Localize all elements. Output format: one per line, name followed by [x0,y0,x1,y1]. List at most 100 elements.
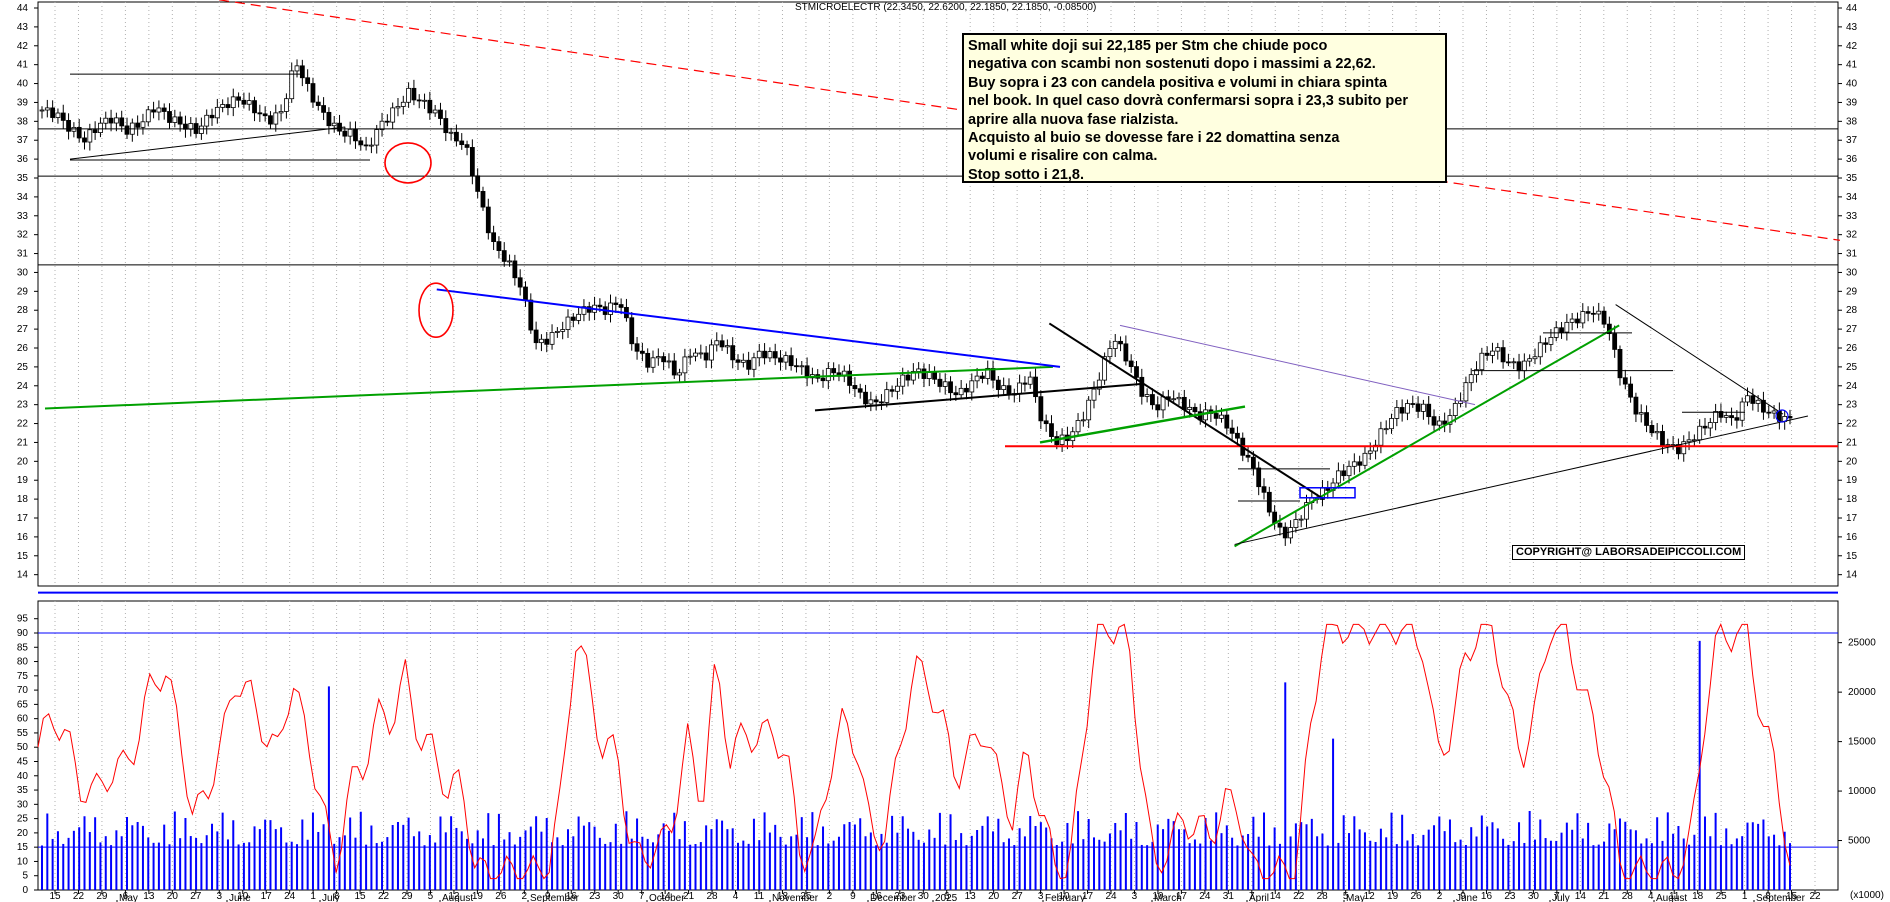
gap-circle-marker [384,142,432,184]
oscillator-tick-label: 20 [17,828,29,839]
candle-body [533,329,539,344]
candle-body [315,101,321,106]
oscillator-tick-label: 50 [17,742,29,753]
day-tick-label: 1 [1742,891,1748,902]
price-tick-label: 23 [17,400,29,411]
price-tick-label: 29 [1846,286,1858,297]
price-tick-label: 19 [17,475,29,486]
candle-body [549,332,555,345]
day-tick-label: 16 [1481,891,1493,902]
trendline-purple-resistance [1119,324,1476,406]
day-tick-label: 3 [1038,891,1044,902]
candle-body [1399,407,1405,414]
candle-body [1500,347,1506,363]
price-tick-label: 26 [1846,343,1858,354]
candle-body [1628,383,1634,398]
day-tick-label: 15 [1786,891,1798,902]
candle-body [926,372,932,379]
candle-body [783,355,789,363]
candle-body [278,111,284,114]
price-tick-label: 40 [17,79,29,90]
candle-body [1463,382,1469,402]
month-label: May [1346,893,1365,902]
day-tick-label: 24 [1199,891,1211,902]
candle-body [544,338,550,345]
candle-body [1771,410,1777,414]
price-tick-label: 38 [17,116,29,127]
month-label: October [649,893,685,902]
candle-body [1181,396,1187,410]
note-line: negativa con scambi non sostenuti dopo i… [968,56,1376,73]
candle-body [262,113,268,117]
candle-body [650,357,656,368]
candle-body [475,175,481,192]
day-tick-label: 18 [1692,891,1704,902]
day-tick-label: 10 [1152,891,1164,902]
candle-body [1474,369,1479,376]
candle-body [889,389,895,392]
candle-body [724,345,730,348]
candle-body [331,122,337,127]
price-tick-label: 39 [17,97,29,108]
candle-body [1367,450,1373,454]
month-label: September [1756,893,1806,902]
volume-tick-label: 20000 [1848,687,1876,698]
candle-body [1479,352,1485,371]
candle-body [1511,361,1517,364]
candle-body [1176,396,1182,400]
candle-body [825,368,831,382]
candle-body [230,96,236,109]
candle-body [645,352,651,368]
candle-body [735,359,741,363]
candle-body [1591,312,1596,315]
candle-body [1490,350,1495,356]
day-tick-label: 9 [1460,891,1466,902]
candle-body [491,232,497,243]
candle-body [119,117,125,127]
price-tick-label: 38 [1846,116,1858,127]
price-tick-label: 44 [1846,3,1858,14]
price-tick-label: 20 [1846,456,1858,467]
candle-body [1043,420,1049,425]
volume-unit-label: (x1000) [1850,890,1884,901]
candle-body [1102,356,1108,381]
candle-body [618,304,624,308]
candle-body [1357,461,1363,466]
candle-body [246,100,252,105]
price-tick-label: 21 [17,437,29,448]
candle-body [1564,321,1570,333]
candle-body [1261,486,1267,493]
price-tick-label: 31 [1846,249,1858,260]
price-tick-label: 27 [1846,324,1858,335]
day-tick-label: 15 [355,891,367,902]
candle-body [682,356,688,374]
candle-body [1346,465,1352,477]
candle-body [767,351,773,359]
month-label: February [1045,893,1085,902]
candle-body [1452,403,1458,416]
candle-body [910,371,916,381]
candle-body [1633,396,1639,415]
candle-body [863,391,868,405]
candle-body [1405,403,1410,414]
oscillator-tick-label: 60 [17,714,29,725]
candle-body [1298,518,1304,521]
candle-body [937,378,943,387]
candle-body [1389,418,1394,430]
candle-body [1038,396,1044,422]
day-tick-label: 13 [965,891,977,902]
candle-body [268,115,273,125]
price-tick-label: 25 [1846,362,1858,373]
day-tick-label: 6 [123,891,129,902]
price-tick-label: 27 [17,324,29,335]
candle-body [98,122,103,133]
candle-body [995,379,1001,390]
candle-body [1394,407,1400,419]
candle-body [1622,377,1628,385]
candle-body [76,126,82,139]
candle-body [655,356,661,359]
candle-body [353,128,358,142]
candle-body [124,125,130,135]
candle-body [108,117,114,124]
candle-body [1144,394,1150,397]
